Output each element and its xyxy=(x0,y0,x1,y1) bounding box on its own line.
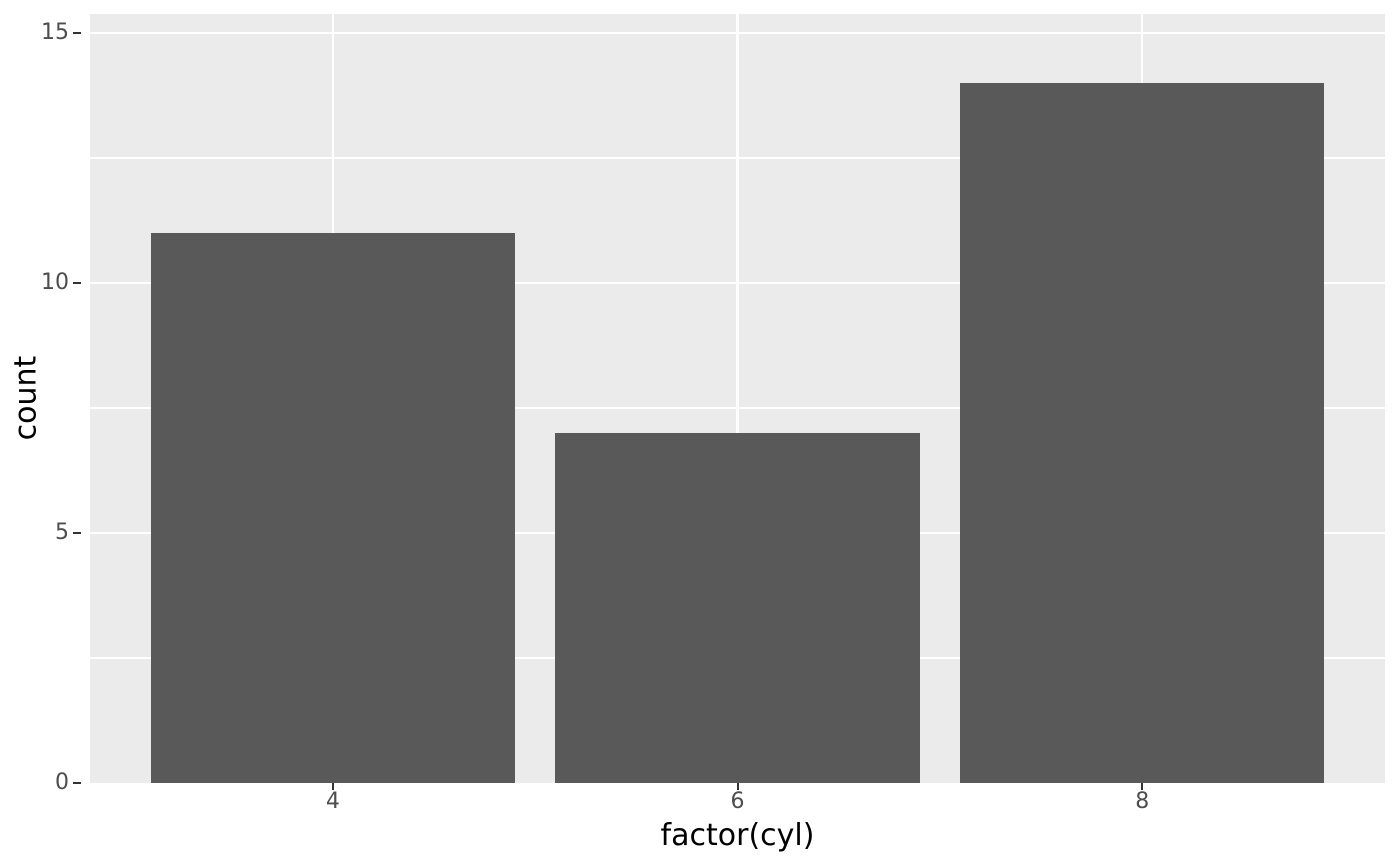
plot-panel xyxy=(90,14,1385,783)
y-tick-mark xyxy=(73,32,81,34)
x-tick-mark xyxy=(736,783,739,790)
x-tick-label: 4 xyxy=(325,789,340,814)
y-tick-label: 5 xyxy=(55,520,69,545)
y-tick-mark xyxy=(73,282,81,284)
bar-cyl-4 xyxy=(150,233,515,783)
y-tick-mark xyxy=(73,532,81,534)
y-tick-label: 15 xyxy=(41,20,69,45)
y-tick-mark xyxy=(73,782,81,784)
x-axis-title: factor(cyl) xyxy=(660,818,815,853)
x-tick-label: 6 xyxy=(730,789,745,814)
x-tick-label: 8 xyxy=(1135,789,1150,814)
bar-cyl-8 xyxy=(960,83,1325,783)
bar-cyl-6 xyxy=(555,433,920,783)
y-tick-label: 0 xyxy=(55,770,69,795)
x-tick-mark xyxy=(331,783,334,790)
x-tick-mark xyxy=(1141,783,1144,790)
y-axis-title: count xyxy=(8,355,44,441)
y-tick-label: 10 xyxy=(41,270,69,295)
gridline-x-major xyxy=(736,14,739,783)
